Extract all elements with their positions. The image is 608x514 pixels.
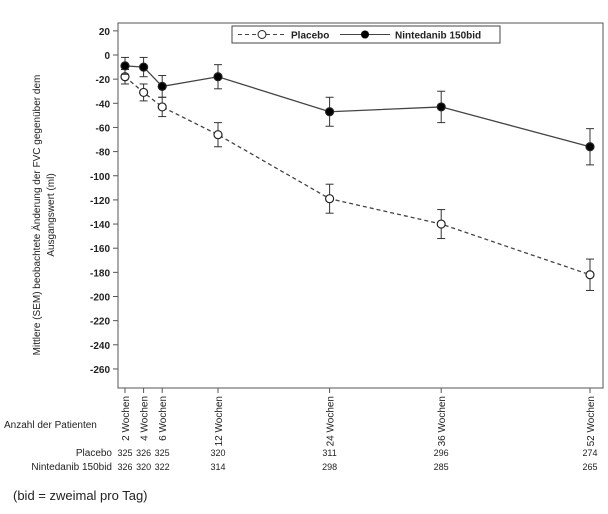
x-tick-label: 6 Wochen bbox=[158, 396, 169, 441]
patient-count: 311 bbox=[322, 448, 336, 458]
x-tick-label: 4 Wochen bbox=[140, 396, 151, 441]
y-tick-label: -260 bbox=[90, 365, 110, 376]
y-tick-label: -100 bbox=[90, 172, 110, 183]
patient-count: 320 bbox=[210, 448, 225, 458]
patients-title: Anzahl der Patienten bbox=[4, 420, 97, 431]
data-point bbox=[436, 102, 446, 112]
y-tick-label: -180 bbox=[90, 268, 110, 279]
data-point bbox=[436, 219, 446, 229]
data-point bbox=[325, 194, 335, 204]
data-point bbox=[157, 81, 167, 91]
patient-count: 296 bbox=[434, 448, 449, 458]
y-tick-label: -120 bbox=[90, 196, 110, 207]
legend-marker-placebo bbox=[257, 30, 267, 39]
y-tick-label: -140 bbox=[90, 220, 110, 231]
legend-label: Placebo bbox=[291, 31, 329, 42]
y-tick-label: -80 bbox=[96, 148, 111, 159]
legend-label: Nintedanib 150bid bbox=[395, 31, 481, 42]
y-axis-label: Mittlere (SEM) beobachtete Änderung der … bbox=[31, 75, 43, 356]
series-line-nintedanib bbox=[124, 65, 591, 148]
x-tick-label: 12 Wochen bbox=[214, 396, 225, 446]
patient-count: 314 bbox=[210, 462, 225, 472]
data-point bbox=[585, 270, 595, 280]
x-tick-label: 24 Wochen bbox=[326, 396, 337, 446]
legend-marker-nintedanib bbox=[361, 30, 369, 39]
y-tick-label: -20 bbox=[96, 75, 111, 86]
y-tick-label: -240 bbox=[90, 341, 110, 352]
data-point bbox=[157, 102, 167, 112]
patient-count: 325 bbox=[117, 448, 132, 458]
data-point bbox=[139, 62, 149, 72]
y-tick-label: -220 bbox=[90, 317, 110, 328]
patients-row-label: Placebo bbox=[76, 448, 113, 459]
data-point bbox=[213, 130, 223, 140]
patient-count: 326 bbox=[136, 448, 151, 458]
patient-count: 326 bbox=[117, 462, 132, 472]
data-point bbox=[325, 107, 335, 117]
y-tick-label: -60 bbox=[96, 123, 111, 134]
x-tick-label: 36 Wochen bbox=[437, 396, 448, 446]
data-point bbox=[120, 61, 130, 71]
y-tick-label: -160 bbox=[90, 244, 110, 255]
patient-count: 285 bbox=[434, 462, 449, 472]
patient-count: 325 bbox=[155, 448, 170, 458]
patient-count: 274 bbox=[582, 448, 597, 458]
data-point bbox=[213, 72, 223, 82]
patient-count: 298 bbox=[322, 462, 337, 472]
x-tick-label: 52 Wochen bbox=[586, 396, 597, 446]
y-tick-label: -200 bbox=[90, 293, 110, 304]
patient-count: 320 bbox=[136, 462, 151, 472]
series-line-placebo bbox=[124, 76, 591, 276]
data-point bbox=[139, 87, 149, 98]
y-tick-label: 20 bbox=[99, 27, 111, 38]
patient-count: 322 bbox=[155, 462, 170, 472]
y-axis-label-line2: Ausgangswert (ml) bbox=[46, 173, 57, 256]
y-tick-label: -40 bbox=[96, 99, 111, 110]
plot-frame bbox=[117, 22, 604, 389]
patient-count: 265 bbox=[582, 462, 597, 472]
patients-row-label: Nintedanib 150bid bbox=[31, 462, 112, 473]
y-tick-label: 0 bbox=[104, 51, 110, 62]
footnote: (bid = zweimal pro Tag) bbox=[13, 488, 148, 503]
data-point bbox=[585, 142, 595, 152]
x-tick-label: 2 Wochen bbox=[121, 396, 132, 441]
